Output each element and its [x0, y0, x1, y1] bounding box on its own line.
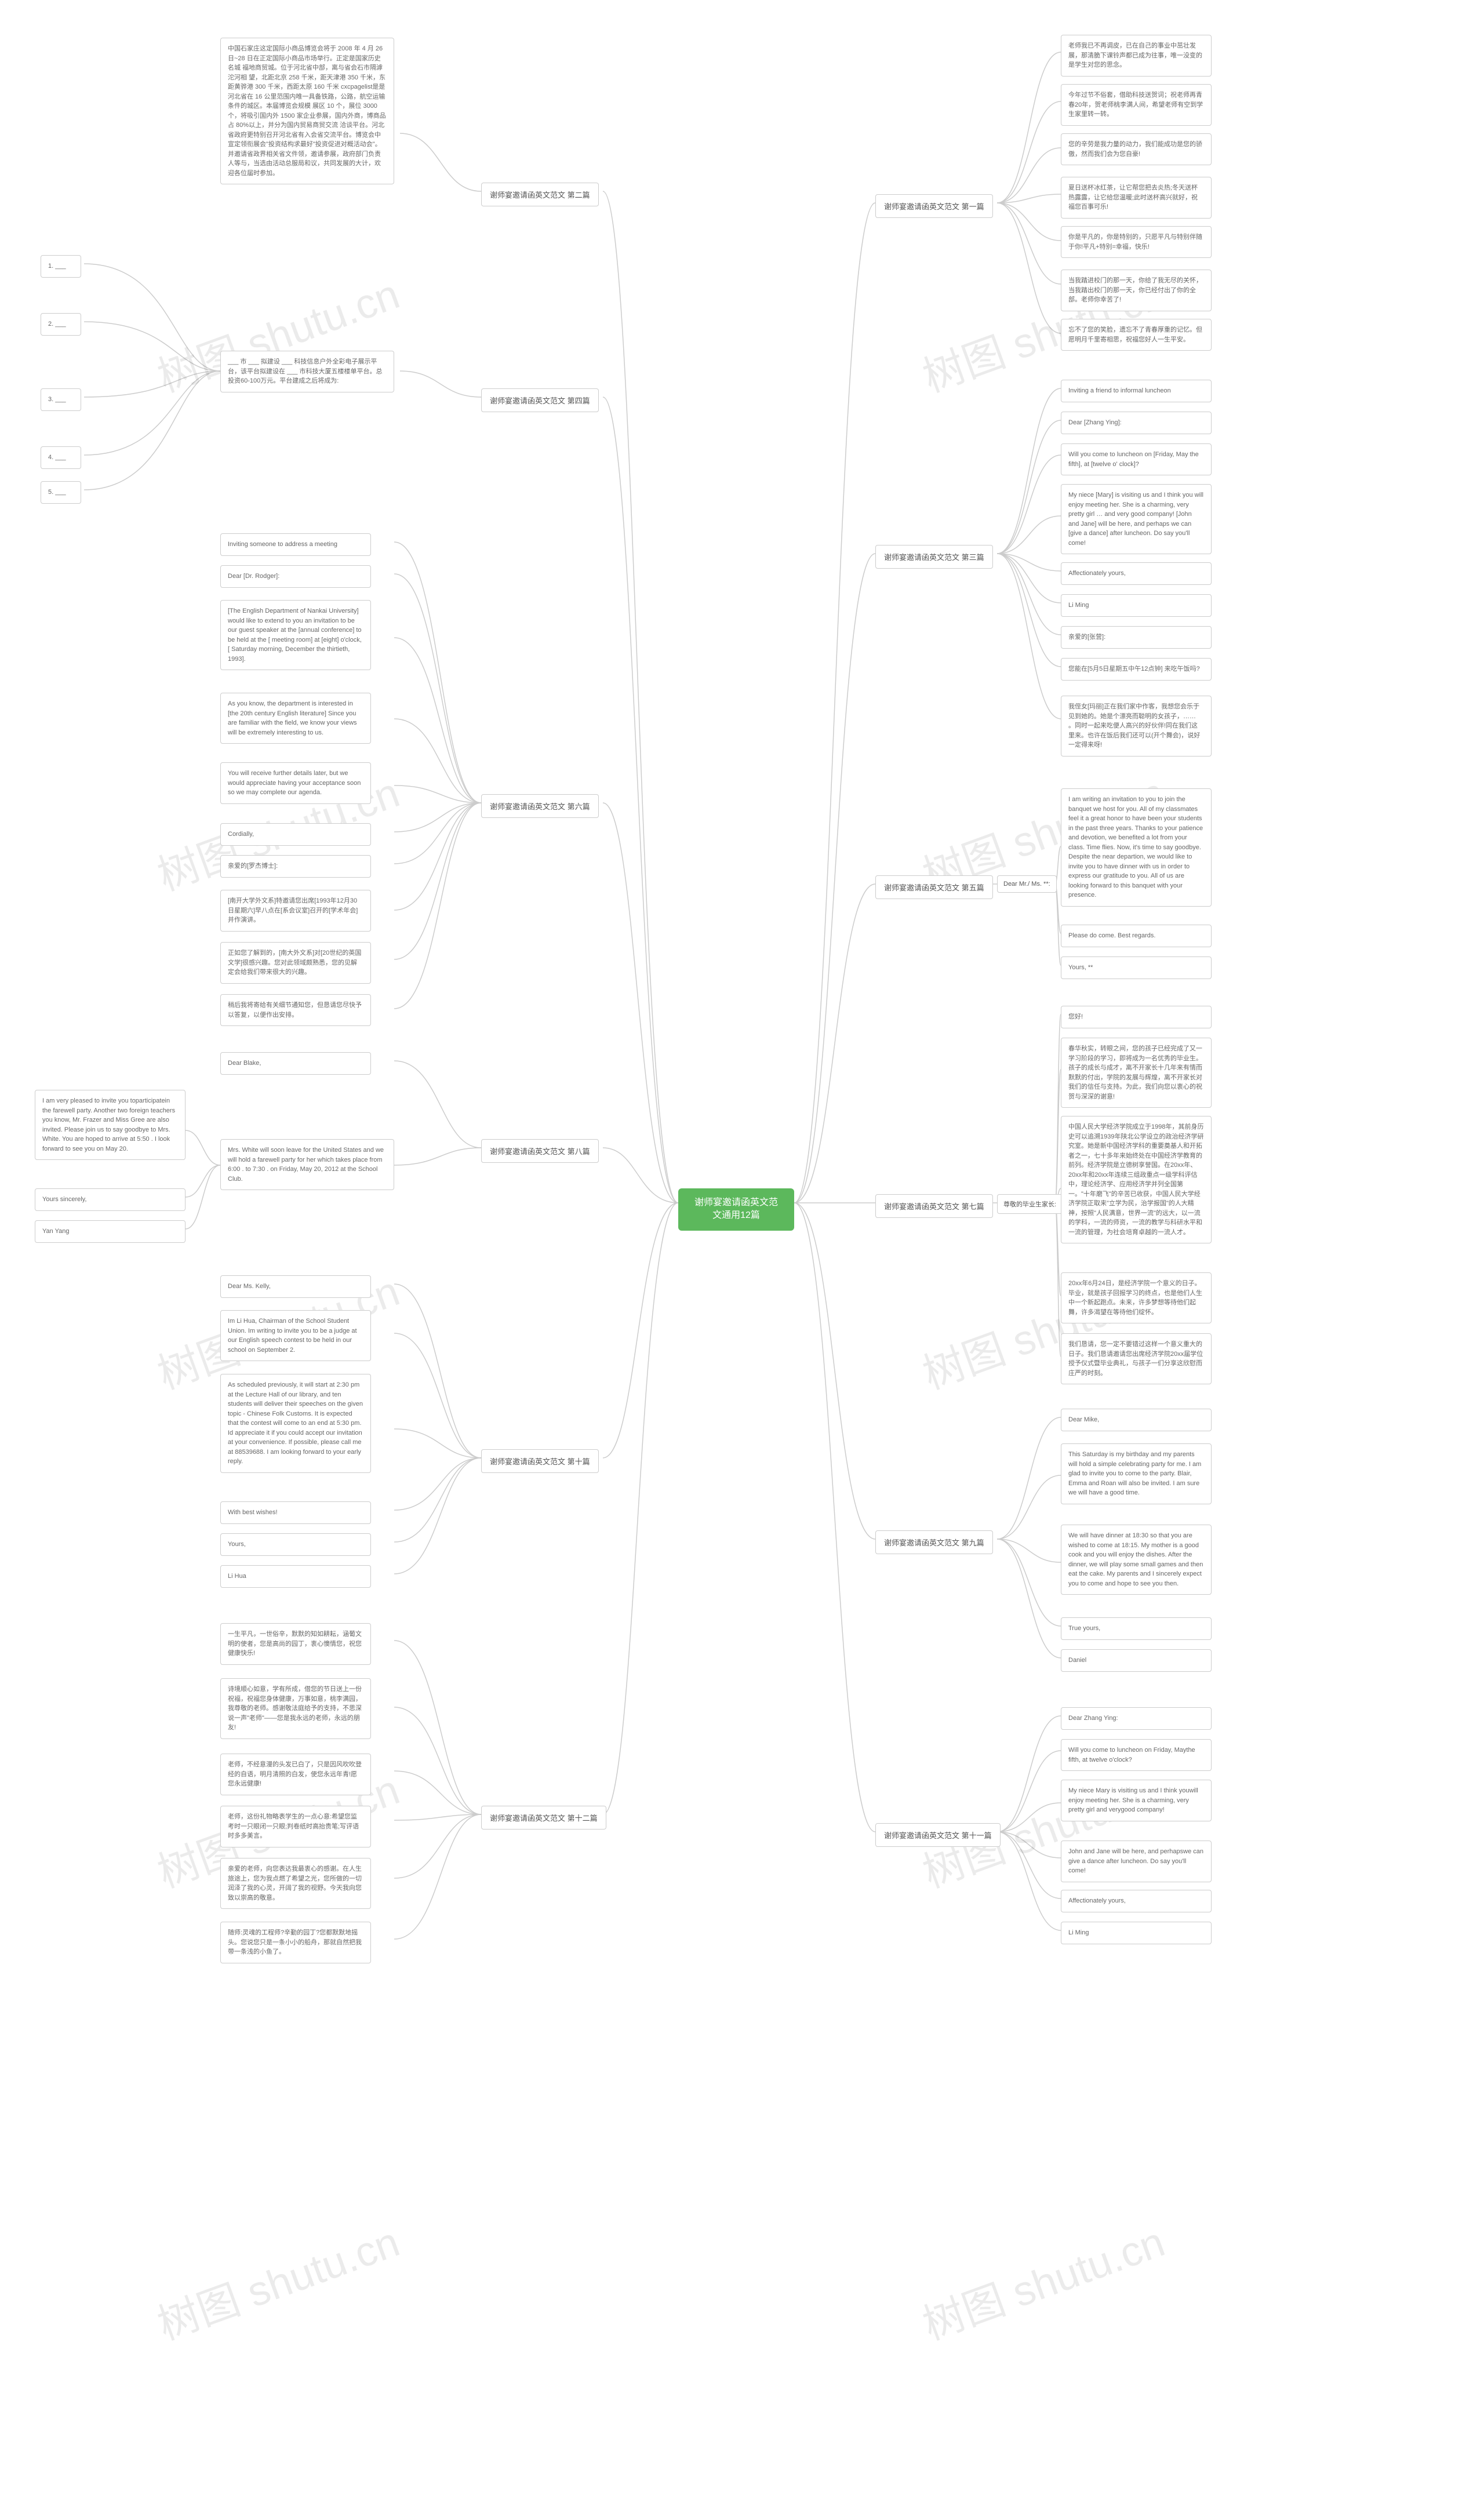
- leaf-node: Dear Mike,: [1061, 1409, 1212, 1431]
- branch-sublabel: 尊敬的毕业生家长:: [997, 1194, 1063, 1214]
- branch-label: 谢师宴邀请函英文范文 第六篇: [481, 794, 599, 818]
- branch-label: 谢师宴邀请函英文范文 第一篇: [875, 194, 993, 218]
- leaf-node: Yours sincerely,: [35, 1188, 186, 1211]
- leaf-node: John and Jane will be here, and perhapsw…: [1061, 1841, 1212, 1882]
- leaf-node: 5. ___: [41, 481, 81, 504]
- leaf-node: 亲爱的老师，向您表达我最衷心的感谢。在人生旅途上，您为我点燃了希望之光，您所做的…: [220, 1858, 371, 1909]
- leaf-node: Will you come to luncheon on Friday, May…: [1061, 1739, 1212, 1771]
- leaf-node: As you know, the department is intereste…: [220, 693, 371, 744]
- leaf-node: ___ 市 ___ 拟建设 ___ 科技信息户外全彩电子展示平台，该平台拟建设在…: [220, 351, 394, 392]
- leaf-node: You will receive further details later, …: [220, 762, 371, 804]
- leaf-node: With best wishes!: [220, 1501, 371, 1524]
- leaf-node: I am very pleased to invite you topartic…: [35, 1090, 186, 1160]
- branch-label: 谢师宴邀请函英文范文 第四篇: [481, 388, 599, 412]
- branch-sublabel: Dear Mr./ Ms. **:: [997, 875, 1057, 893]
- leaf-node: Yours, **: [1061, 956, 1212, 979]
- leaf-node: 当我踏进校门的那一天，你给了我无尽的关怀，当我踏出校门的那一天，你已经付出了你的…: [1061, 270, 1212, 311]
- leaf-node: Affectionately yours,: [1061, 1890, 1212, 1912]
- leaf-node: 稍后我将寄给有关细节通知您，但恳请您尽快予以答复，以便作出安排。: [220, 994, 371, 1026]
- leaf-node: My niece [Mary] is visiting us and I thi…: [1061, 484, 1212, 554]
- leaf-node: Will you come to luncheon on [Friday, Ma…: [1061, 443, 1212, 475]
- leaf-node: Dear [Zhang Ying]:: [1061, 412, 1212, 434]
- branch-label: 谢师宴邀请函英文范文 第九篇: [875, 1530, 993, 1554]
- leaf-node: 一生平凡，一世俗辛，默默的知如耕耘，涵葡文明的使者，您是高尚的园丁，衷心懊情您，…: [220, 1623, 371, 1665]
- leaf-node: Li Ming: [1061, 1922, 1212, 1944]
- leaf-node: 3. ___: [41, 388, 81, 411]
- leaf-node: 正如您了解到的，[南大外文系]对[20世纪的英国文学]很感兴趣。您对此领域颇熟悉…: [220, 942, 371, 984]
- leaf-node: Dear Zhang Ying:: [1061, 1707, 1212, 1730]
- leaf-node: My niece Mary is visiting us and I think…: [1061, 1780, 1212, 1821]
- leaf-node: Li Ming: [1061, 594, 1212, 617]
- branch-label: 谢师宴邀请函英文范文 第二篇: [481, 183, 599, 206]
- leaf-node: Mrs. White will soon leave for the Unite…: [220, 1139, 394, 1190]
- watermark-text: 树图 shutu.cn: [913, 2208, 1172, 2352]
- leaf-node: Cordially,: [220, 823, 371, 846]
- branch-label: 谢师宴邀请函英文范文 第七篇: [875, 1194, 993, 1218]
- branch-label: 谢师宴邀请函英文范文 第三篇: [875, 545, 993, 569]
- leaf-node: Inviting someone to address a meeting: [220, 533, 371, 556]
- leaf-node: Li Hua: [220, 1565, 371, 1588]
- leaf-node: Please do come. Best regards.: [1061, 925, 1212, 947]
- leaf-node: 2. ___: [41, 313, 81, 336]
- leaf-node: 4. ___: [41, 446, 81, 469]
- leaf-node: 我们恳请，您一定不要错过这样一个意义重大的日子。我们恳请邀请您出席经济学院20x…: [1061, 1333, 1212, 1384]
- leaf-node: 1. ___: [41, 255, 81, 278]
- leaf-node: 诗境顺心如意，学有所成，借您的节日送上一份祝福，祝福您身体健康，万事如意，桃李满…: [220, 1678, 371, 1739]
- leaf-node: 今年过节不俗套，借助科技送贺词；祝老师再青春20年，贺老师桃李满人间，希望老师有…: [1061, 84, 1212, 126]
- watermark-text: 树图 shutu.cn: [148, 2208, 406, 2352]
- leaf-node: Im Li Hua, Chairman of the School Studen…: [220, 1310, 371, 1361]
- leaf-node: 夏日送杯冰红茶，让它帮您把去炎热;冬天送杯热露露，让它给您温暖;此时送杯高兴就好…: [1061, 177, 1212, 219]
- leaf-node: Dear [Dr. Rodger]:: [220, 565, 371, 588]
- branch-label: 谢师宴邀请函英文范文 第十一篇: [875, 1823, 1001, 1847]
- leaf-node: 老师，不经意漫的头发已白了，只是因风吹吹登经的自语，明月清照的白发，使您永远年青…: [220, 1754, 371, 1795]
- leaf-node: 您的辛劳是我力量的动力，我们能成功是您的骄傲，然而我们会为您自豪!: [1061, 133, 1212, 165]
- leaf-node: 中国石家庄这定国际小商品博览会将于 2008 年 4 月 26 日~28 日在正…: [220, 38, 394, 184]
- root-node: 谢师宴邀请函英文范文通用12篇: [678, 1188, 794, 1231]
- leaf-node: Dear Blake,: [220, 1052, 371, 1075]
- branch-label: 谢师宴邀请函英文范文 第八篇: [481, 1139, 599, 1163]
- leaf-node: 您能在[5月5日星期五中午12点钟] 来吃午饭吗?: [1061, 658, 1212, 681]
- leaf-node: Yours,: [220, 1533, 371, 1556]
- leaf-node: 亲爱的[张营]:: [1061, 626, 1212, 649]
- leaf-node: 随师:灵魂的工程师?辛勤的园丁?您都默默地摇头。您说您只是一条小小的船舟，那就自…: [220, 1922, 371, 1963]
- leaf-node: Affectionately yours,: [1061, 562, 1212, 585]
- leaf-node: 20xx年6月24日，是经济学院一个意义的日子。毕业，就是孩子回报学习的终点，也…: [1061, 1272, 1212, 1323]
- leaf-node: 忘不了您的笑脸，遗忘不了青春厚重的记忆。但愿明月千里寄相思，祝福您好人一生平安。: [1061, 319, 1212, 351]
- leaf-node: As scheduled previously, it will start a…: [220, 1374, 371, 1473]
- leaf-node: 老师我已不再调皮，已在自己的事业中茁壮发展，那清脆下课铃声都已成为往事，唯一没变…: [1061, 35, 1212, 77]
- leaf-node: We will have dinner at 18:30 so that you…: [1061, 1525, 1212, 1595]
- branch-label: 谢师宴邀请函英文范文 第五篇: [875, 875, 993, 899]
- leaf-node: True yours,: [1061, 1617, 1212, 1640]
- leaf-node: Daniel: [1061, 1649, 1212, 1672]
- leaf-node: 老师，这份礼物略表学生的一点心意:希望您监考时一只眼闭一只眼;判卷纸时高抬贵笔;…: [220, 1806, 371, 1847]
- leaf-node: 你是平凡的，你是特别的，只愿平凡与特别伴随于你!平凡+特别=幸福，快乐!: [1061, 226, 1212, 258]
- leaf-node: Dear Ms. Kelly,: [220, 1275, 371, 1298]
- leaf-node: 春华秋实，转眼之间，您的孩子已经完成了又一学习阶段的学习，即将成为一名优秀的毕业…: [1061, 1038, 1212, 1108]
- leaf-node: 亲爱的[罗杰博士]:: [220, 855, 371, 878]
- branch-label: 谢师宴邀请函英文范文 第十二篇: [481, 1806, 606, 1830]
- leaf-node: Yan Yang: [35, 1220, 186, 1243]
- leaf-node: Inviting a friend to informal luncheon: [1061, 380, 1212, 402]
- leaf-node: 我侄女[玛丽]正在我们家中作客，我想您会乐于见到她的。她是个漂亮而聪明的女孩子，…: [1061, 696, 1212, 756]
- leaf-node: This Saturday is my birthday and my pare…: [1061, 1443, 1212, 1504]
- leaf-node: 您好!: [1061, 1006, 1212, 1028]
- leaf-node: [南开大学外文系]特邀请您出席[1993年12月30日星期六]早八点在[系会议室…: [220, 890, 371, 932]
- leaf-node: I am writing an invitation to you to joi…: [1061, 788, 1212, 907]
- leaf-node: [The English Department of Nankai Univer…: [220, 600, 371, 670]
- leaf-node: 中国人民大学经济学院成立于1998年，其前身历史可以追溯1939年陕北公学设立的…: [1061, 1116, 1212, 1243]
- branch-label: 谢师宴邀请函英文范文 第十篇: [481, 1449, 599, 1473]
